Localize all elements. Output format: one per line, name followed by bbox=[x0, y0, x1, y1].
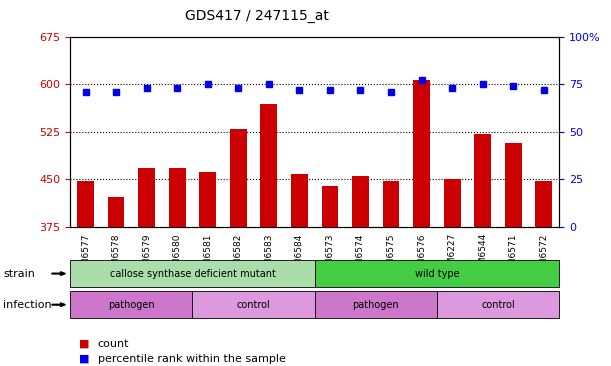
Text: GDS417 / 247115_at: GDS417 / 247115_at bbox=[185, 9, 329, 23]
Bar bbox=[138, 168, 155, 366]
Text: control: control bbox=[481, 300, 515, 310]
Text: pathogen: pathogen bbox=[353, 300, 399, 310]
Text: percentile rank within the sample: percentile rank within the sample bbox=[98, 354, 285, 364]
Bar bbox=[474, 134, 491, 366]
Bar bbox=[535, 181, 552, 366]
Bar bbox=[260, 104, 277, 366]
Text: control: control bbox=[236, 300, 271, 310]
Text: infection: infection bbox=[3, 300, 52, 310]
Bar bbox=[169, 168, 186, 366]
Bar bbox=[199, 172, 216, 366]
Bar bbox=[230, 128, 247, 366]
Bar bbox=[505, 142, 522, 366]
Bar bbox=[413, 80, 430, 366]
Bar bbox=[321, 186, 338, 366]
Bar bbox=[444, 179, 461, 366]
Text: pathogen: pathogen bbox=[108, 300, 155, 310]
Text: strain: strain bbox=[3, 269, 35, 279]
Bar bbox=[291, 174, 308, 366]
Text: callose synthase deficient mutant: callose synthase deficient mutant bbox=[109, 269, 276, 279]
Bar bbox=[352, 176, 369, 366]
Bar bbox=[382, 181, 400, 366]
Bar bbox=[77, 181, 94, 366]
Text: ■: ■ bbox=[79, 339, 90, 349]
Text: ■: ■ bbox=[79, 354, 90, 364]
Bar bbox=[108, 197, 125, 366]
Text: count: count bbox=[98, 339, 130, 349]
Text: wild type: wild type bbox=[414, 269, 459, 279]
